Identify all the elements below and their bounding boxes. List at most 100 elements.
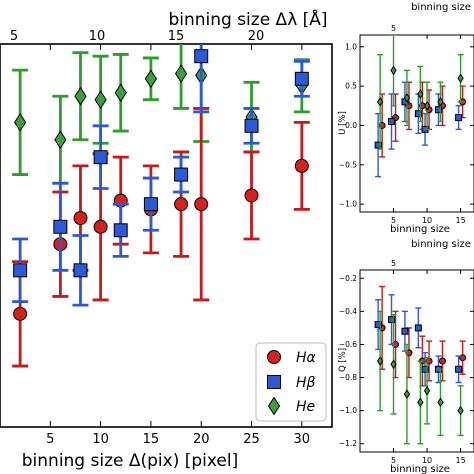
y-tick-label: −1.2 bbox=[339, 439, 357, 448]
data-point bbox=[388, 118, 396, 126]
data-point bbox=[417, 89, 424, 99]
data-point bbox=[457, 405, 464, 416]
data-point bbox=[114, 83, 127, 103]
u-top-axis-label: binning size bbox=[411, 2, 471, 13]
x-tick-label: 10 bbox=[92, 432, 109, 447]
data-point bbox=[388, 316, 396, 324]
data-layer bbox=[12, 44, 310, 368]
data-point bbox=[73, 211, 88, 226]
plot-frame bbox=[0, 43, 333, 428]
legend-marker bbox=[267, 350, 281, 364]
data-point bbox=[244, 118, 259, 133]
data-point bbox=[414, 324, 422, 332]
series-h-alpha bbox=[12, 107, 310, 368]
data-point bbox=[455, 365, 463, 373]
data-point bbox=[457, 73, 464, 84]
x-tick-label: 25 bbox=[243, 432, 260, 447]
data-point bbox=[423, 385, 431, 396]
data-point bbox=[438, 357, 446, 365]
data-point bbox=[390, 359, 397, 370]
data-point bbox=[194, 197, 209, 212]
data-point bbox=[93, 219, 108, 234]
bottom-axis-label: binning size Δ(pix) [pixel] bbox=[22, 451, 239, 471]
top-tick-label: 10 bbox=[89, 29, 106, 44]
q-bottom-axis-label: binning size bbox=[390, 464, 450, 474]
data-point bbox=[376, 97, 384, 107]
data-point bbox=[13, 306, 28, 321]
y-tick-label: 0.0 bbox=[345, 121, 357, 130]
data-point bbox=[194, 49, 209, 64]
data-point bbox=[113, 223, 128, 238]
data-point bbox=[423, 100, 431, 111]
x-tick-label: 15 bbox=[455, 456, 465, 465]
y-tick-label: −1.0 bbox=[339, 200, 357, 209]
x-tick-label: 10 bbox=[422, 456, 432, 465]
data-point bbox=[294, 158, 309, 173]
y-tick-label: −0.6 bbox=[339, 340, 357, 349]
top-tick-label: 20 bbox=[248, 29, 265, 44]
data-point bbox=[74, 86, 87, 106]
top-axis-label: binning size Δλ [Å] bbox=[168, 8, 327, 30]
x-tick-label: 20 bbox=[193, 432, 210, 447]
legend-label: Hβ bbox=[296, 375, 316, 391]
data-layer bbox=[374, 285, 467, 445]
series-h-beta bbox=[374, 294, 463, 387]
top-tick-label: 5 bbox=[391, 24, 396, 33]
data-point bbox=[434, 106, 442, 114]
data-point bbox=[143, 197, 158, 212]
data-point bbox=[421, 365, 429, 373]
data-layer bbox=[374, 35, 467, 178]
data-point bbox=[174, 167, 189, 182]
data-point bbox=[455, 114, 463, 122]
x-tick-label: 10 bbox=[422, 216, 432, 225]
legend-label: He bbox=[296, 399, 315, 415]
legend-label: Hα bbox=[296, 350, 317, 366]
y-tick-label: −1.0 bbox=[339, 406, 357, 415]
data-point bbox=[13, 112, 27, 132]
data-point bbox=[390, 65, 397, 76]
data-point bbox=[403, 93, 411, 103]
top-tick-label: 15 bbox=[168, 29, 185, 44]
data-point bbox=[294, 71, 309, 86]
data-point bbox=[403, 389, 411, 399]
data-point bbox=[144, 69, 158, 89]
series-h-beta bbox=[374, 81, 463, 178]
data-point bbox=[376, 356, 384, 366]
data-point bbox=[53, 219, 68, 234]
data-point bbox=[174, 64, 188, 83]
series-he bbox=[376, 35, 464, 150]
data-point bbox=[54, 130, 67, 150]
q-panel: 5 10 15 5 −1.2 −1.0 −0.8 −0.6 −0.4 −0.2 binning si… bbox=[338, 239, 474, 474]
q-y-axis-label: Q [%] bbox=[338, 348, 348, 372]
top-tick-label: 5 bbox=[391, 259, 396, 268]
series-h-beta bbox=[12, 44, 310, 307]
y-tick-label: −0.4 bbox=[339, 307, 357, 316]
data-point bbox=[374, 141, 382, 149]
data-point bbox=[437, 397, 444, 408]
legend: Hα Hβ He bbox=[255, 342, 327, 422]
x-tick-label: 15 bbox=[143, 432, 160, 447]
u-bottom-axis-label: binning size bbox=[390, 224, 450, 235]
y-tick-label: −0.8 bbox=[339, 373, 357, 382]
y-tick-label: −0.2 bbox=[339, 274, 357, 283]
data-point bbox=[244, 188, 259, 203]
x-tick-label: 30 bbox=[294, 432, 311, 447]
legend-marker bbox=[267, 396, 281, 416]
u-y-axis-label: U [%] bbox=[338, 111, 348, 135]
plot-frame bbox=[359, 269, 474, 453]
q-top-axis-label: binning size bbox=[411, 239, 471, 250]
y-tick-label: 0.5 bbox=[345, 82, 357, 91]
top-tick-label: 5 bbox=[10, 29, 18, 44]
plot-frame bbox=[359, 34, 474, 213]
data-point bbox=[13, 263, 28, 278]
x-tick-label: 15 bbox=[455, 216, 465, 225]
data-point bbox=[417, 397, 424, 408]
y-tick-label: 1.0 bbox=[345, 42, 357, 51]
data-point bbox=[73, 263, 88, 278]
y-tick-label: −0.5 bbox=[339, 160, 357, 169]
series-he bbox=[376, 310, 464, 445]
data-point bbox=[93, 150, 108, 165]
data-point bbox=[437, 97, 444, 107]
